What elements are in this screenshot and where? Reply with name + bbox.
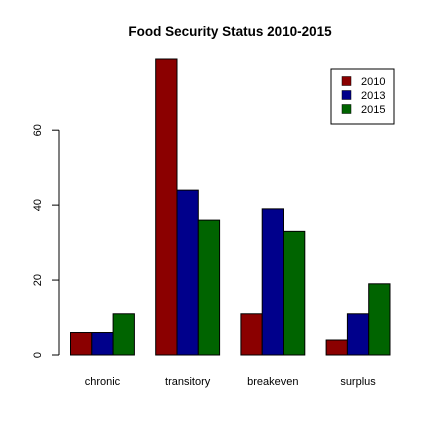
- bar-breakeven-2010: [240, 313, 263, 356]
- bar-transitory-2015: [197, 219, 221, 356]
- x-category-label: transitory: [165, 376, 211, 388]
- bar-breakeven-2013: [261, 208, 285, 356]
- legend-label-2013: 2013: [361, 90, 385, 102]
- bar-surplus-2010: [325, 339, 348, 356]
- x-category-label: chronic: [85, 376, 121, 388]
- bar-transitory-2013: [176, 189, 199, 356]
- bar-chronic-2013: [91, 332, 114, 356]
- bar-breakeven-2015: [283, 230, 306, 356]
- y-tick-label: 0: [32, 352, 44, 358]
- bar-chronic-2010: [70, 332, 93, 356]
- legend-swatch-2010: [341, 76, 352, 86]
- x-axis-labels: chronic transitory breakeven surplus: [85, 376, 377, 388]
- bar-transitory-2010: [155, 58, 178, 356]
- y-tick-label: 40: [32, 199, 44, 211]
- legend-label-2015: 2015: [361, 104, 385, 116]
- y-tick-label: 20: [32, 274, 44, 286]
- bar-surplus-2013: [346, 313, 370, 356]
- y-axis: 0 20 40 60: [32, 124, 60, 358]
- legend: 2010 2013 2015: [330, 68, 395, 125]
- legend-label-2010: 2010: [361, 76, 385, 88]
- chart-title: Food Security Status 2010-2015: [128, 24, 332, 39]
- y-tick-label: 60: [32, 124, 44, 136]
- legend-box: [330, 68, 395, 125]
- x-category-label: breakeven: [247, 376, 298, 388]
- bar-surplus-2015: [368, 283, 391, 356]
- bar-chronic-2015: [112, 313, 135, 356]
- bars: [70, 58, 391, 356]
- x-category-label: surplus: [340, 376, 376, 388]
- legend-swatch-2015: [341, 104, 352, 114]
- legend-swatch-2013: [341, 90, 352, 100]
